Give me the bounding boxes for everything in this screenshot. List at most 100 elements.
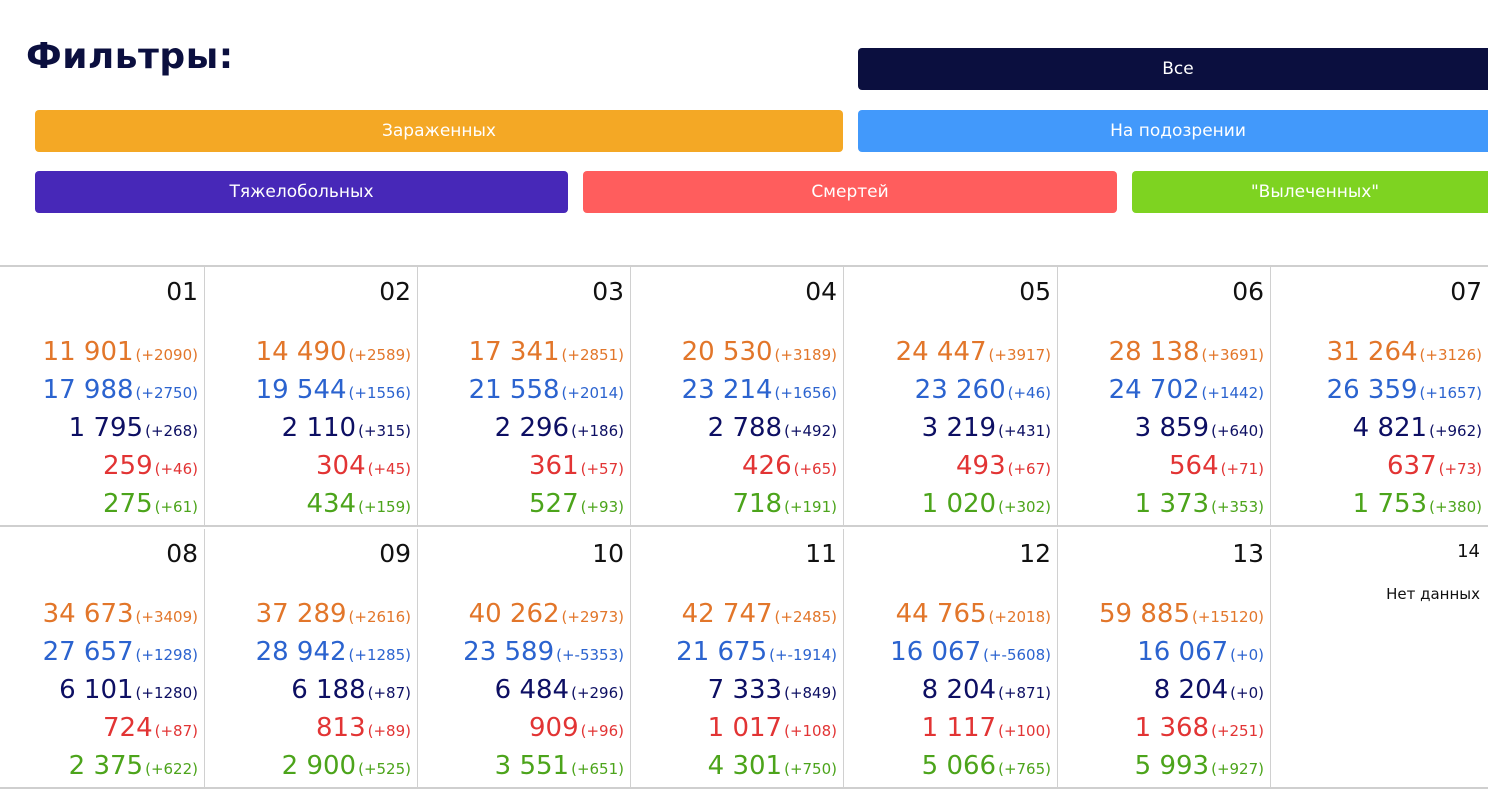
suspected-stat: 23 260 (+46) (896, 373, 1051, 411)
deaths-delta: (+89) (367, 722, 411, 740)
cured-delta: (+302) (998, 498, 1051, 516)
grid-divider (0, 525, 1488, 527)
deaths-total: 1 368 (1134, 713, 1210, 743)
cured-delta: (+651) (571, 760, 624, 778)
critical-delta: (+186) (571, 422, 624, 440)
critical-stat: 8 204 (+0) (1099, 673, 1264, 711)
day-cell: 02 14 490 (+2589) 19 544 (+1556) 2 110 (+315) 3… (205, 267, 418, 526)
infected-stat: 14 490 (+2589) (256, 335, 411, 373)
filter-deaths-button[interactable]: Смертей (583, 171, 1117, 213)
infected-total: 24 447 (895, 337, 987, 367)
day-cell: 13 59 885 (+15120) 16 067 (+0) 8 204 (+0) 1 368… (1058, 529, 1271, 788)
day-stats: 40 262 (+2973) 23 589 (+-5353) 6 484 (+296) 90… (463, 597, 624, 787)
infected-delta: (+2589) (348, 346, 411, 364)
suspected-delta: (+0) (1230, 646, 1264, 664)
cured-delta: (+750) (784, 760, 837, 778)
day-cell: 09 37 289 (+2616) 28 942 (+1285) 6 188 (+87) 81… (205, 529, 418, 788)
filter-critical-button[interactable]: Тяжелобольных (35, 171, 568, 213)
day-cell: 14 Нет данных (1271, 529, 1488, 788)
day-cell: 11 42 747 (+2485) 21 675 (+-1914) 7 333 (+849)… (631, 529, 844, 788)
filter-infected-button[interactable]: Зараженных (35, 110, 843, 152)
deaths-total: 1 017 (707, 713, 783, 743)
deaths-stat: 259 (+46) (43, 449, 198, 487)
day-number: 01 (166, 277, 198, 306)
day-cell: 12 44 765 (+2018) 16 067 (+-5608) 8 204 (+871)… (844, 529, 1058, 788)
day-stats: 37 289 (+2616) 28 942 (+1285) 6 188 (+87) 813(… (256, 597, 411, 787)
grid-divider (0, 787, 1488, 789)
critical-total: 3 859 (1134, 413, 1210, 443)
critical-delta: (+268) (145, 422, 198, 440)
cured-total: 1 020 (921, 489, 997, 519)
grid-divider (0, 265, 1488, 267)
suspected-delta: (+1657) (1419, 384, 1482, 402)
infected-total: 42 747 (681, 599, 773, 629)
critical-stat: 6 484 (+296) (463, 673, 624, 711)
suspected-stat: 26 359 (+1657) (1327, 373, 1482, 411)
deaths-delta: (+71) (1220, 460, 1264, 478)
cured-delta: (+525) (358, 760, 411, 778)
deaths-delta: (+100) (998, 722, 1051, 740)
filter-all-button[interactable]: Все (858, 48, 1488, 90)
day-stats: 44 765 (+2018) 16 067 (+-5608) 8 204 (+871) 1 … (890, 597, 1051, 787)
critical-stat: 1 795 (+268) (43, 411, 198, 449)
suspected-stat: 21 558 (+2014) (469, 373, 624, 411)
cured-stat: 5 993 (+927) (1099, 749, 1264, 787)
suspected-total: 21 558 (468, 375, 560, 405)
suspected-delta: (+46) (1007, 384, 1051, 402)
critical-stat: 7 333 (+849) (676, 673, 837, 711)
deaths-stat: 637 (+73) (1327, 449, 1482, 487)
day-number: 04 (805, 277, 837, 306)
deaths-total: 361 (529, 451, 579, 481)
suspected-total: 17 988 (42, 375, 134, 405)
suspected-delta: (+-5608) (983, 646, 1051, 664)
critical-total: 2 296 (494, 413, 570, 443)
suspected-total: 27 657 (42, 637, 134, 667)
suspected-total: 21 675 (676, 637, 768, 667)
critical-stat: 3 859 (+640) (1109, 411, 1264, 449)
critical-delta: (+871) (998, 684, 1051, 702)
filters-title: Фильтры: (26, 36, 234, 77)
cured-stat: 4 301 (+750) (676, 749, 837, 787)
day-number: 11 (805, 539, 837, 568)
cured-stat: 434 (+159) (256, 487, 411, 525)
day-cell: 08 34 673 (+3409) 27 657 (+1298) 6 101 (+1280)… (0, 529, 205, 788)
deaths-stat: 493 (+67) (896, 449, 1051, 487)
critical-stat: 6 188 (+87) (256, 673, 411, 711)
deaths-delta: (+65) (793, 460, 837, 478)
cured-total: 527 (529, 489, 579, 519)
deaths-total: 564 (1169, 451, 1219, 481)
filter-suspected-button[interactable]: На подозрении (858, 110, 1488, 152)
suspected-delta: (+2014) (561, 384, 624, 402)
critical-delta: (+962) (1429, 422, 1482, 440)
infected-total: 20 530 (681, 337, 773, 367)
critical-total: 1 795 (68, 413, 144, 443)
infected-total: 34 673 (42, 599, 134, 629)
day-stats: 42 747 (+2485) 21 675 (+-1914) 7 333 (+849) 1 … (676, 597, 837, 787)
infected-stat: 42 747 (+2485) (676, 597, 837, 635)
critical-stat: 4 821 (+962) (1327, 411, 1482, 449)
filter-cured-button[interactable]: "Вылеченных" (1132, 171, 1488, 213)
cured-delta: (+93) (580, 498, 624, 516)
cured-stat: 1 373 (+353) (1109, 487, 1264, 525)
infected-total: 44 765 (895, 599, 987, 629)
day-stats: 24 447 (+3917) 23 260 (+46) 3 219 (+431) 493 (+… (896, 335, 1051, 525)
suspected-delta: (+-1914) (769, 646, 837, 664)
cured-total: 434 (306, 489, 357, 519)
cured-total: 5 066 (921, 751, 997, 781)
cured-delta: (+380) (1429, 498, 1482, 516)
deaths-total: 259 (103, 451, 153, 481)
critical-delta: (+296) (571, 684, 624, 702)
cured-delta: (+61) (154, 498, 198, 516)
suspected-total: 16 067 (890, 637, 982, 667)
day-cell: 10 40 262 (+2973) 23 589 (+-5353) 6 484 (+296)… (418, 529, 631, 788)
suspected-stat: 23 214 (+1656) (682, 373, 837, 411)
deaths-delta: (+45) (367, 460, 411, 478)
critical-delta: (+1280) (135, 684, 198, 702)
deaths-total: 304 (316, 451, 366, 481)
no-data-label: Нет данных (1386, 585, 1480, 603)
critical-total: 8 204 (1153, 675, 1229, 705)
infected-delta: (+3917) (988, 346, 1051, 364)
day-number: 05 (1019, 277, 1051, 306)
suspected-stat: 23 589 (+-5353) (463, 635, 624, 673)
day-stats: 20 530 (+3189) 23 214 (+1656) 2 788 (+492) 426… (682, 335, 837, 525)
